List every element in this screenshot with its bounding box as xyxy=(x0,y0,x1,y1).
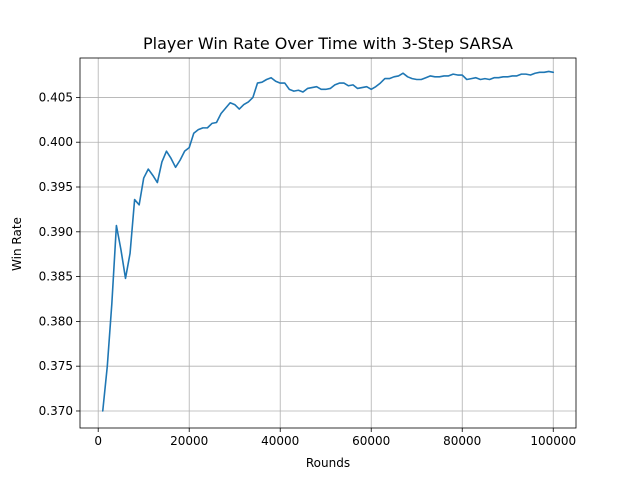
plot-frame xyxy=(79,57,577,429)
x-axis-label: Rounds xyxy=(306,456,350,470)
grid-lines xyxy=(80,58,576,428)
axis-ticks: 0 20000 40000 60000 80000 100000 0.370 0.375 0.3… xyxy=(39,90,577,448)
y-tick-label: 0.400 xyxy=(39,135,73,149)
x-tick-label: 20000 xyxy=(170,434,208,448)
y-tick-label: 0.370 xyxy=(39,404,73,418)
series-line-0 xyxy=(101,70,555,412)
y-tick-label: 0.395 xyxy=(39,180,73,194)
series-layer xyxy=(101,70,555,412)
chart-title: Player Win Rate Over Time with 3-Step SA… xyxy=(143,34,513,53)
y-tick-label: 0.385 xyxy=(39,270,73,284)
y-tick-label: 0.405 xyxy=(39,90,73,104)
y-tick-label: 0.380 xyxy=(39,314,73,328)
x-tick-label: 40000 xyxy=(261,434,299,448)
y-tick-label: 0.390 xyxy=(39,225,73,239)
x-tick-label: 0 xyxy=(94,434,102,448)
x-tick-label: 60000 xyxy=(352,434,390,448)
y-tick-label: 0.375 xyxy=(39,359,73,373)
y-axis-label: Win Rate xyxy=(10,217,24,271)
x-tick-label: 80000 xyxy=(443,434,481,448)
x-tick-label: 100000 xyxy=(530,434,576,448)
